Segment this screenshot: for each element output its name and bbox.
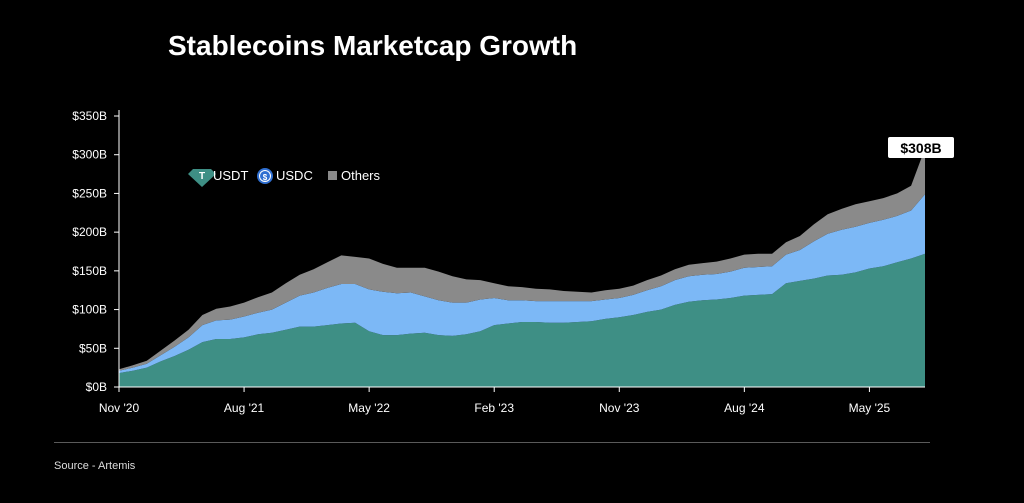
y-tick-label: $100B [72, 303, 107, 317]
y-tick-label: $0B [86, 380, 107, 394]
usdt-icon-glyph: T [199, 171, 205, 182]
y-axis: $0B $50B $100B $150B $200B $250B $300B $350B [72, 109, 120, 394]
y-tick-label: $50B [79, 341, 107, 355]
chart-title: Stablecoins Marketcap Growth [168, 30, 578, 61]
y-tick-label: $300B [72, 148, 107, 162]
legend-label-usdc: USDC [276, 168, 313, 183]
legend-label-usdt: USDT [213, 168, 248, 183]
usdt-legend-icon [188, 169, 216, 187]
x-tick-label: May '22 [348, 401, 390, 415]
footer-divider [54, 442, 930, 443]
x-tick-label: Aug '24 [724, 401, 765, 415]
x-tick-label: Aug '21 [224, 401, 265, 415]
x-tick-label: Nov '20 [99, 401, 140, 415]
legend: T USDT $ USDC Others [188, 168, 381, 187]
source-note: Source - Artemis [54, 460, 136, 472]
total-callout: $308B [888, 137, 954, 158]
area-series-usdc [119, 194, 925, 374]
callout-box [888, 137, 954, 158]
callout-label: $308B [900, 140, 941, 156]
y-tick-label: $350B [72, 109, 107, 123]
others-legend-swatch [328, 171, 337, 180]
usdc-icon-glyph: $ [263, 173, 268, 182]
area-series-others [119, 148, 925, 371]
x-axis: Nov '20 Aug '21 May '22 Feb '23 Nov '23 Aug '… [99, 386, 925, 415]
y-tick-label: $200B [72, 225, 107, 239]
legend-label-others: Others [341, 168, 381, 183]
plot-areas [119, 148, 925, 387]
x-tick-label: Feb '23 [474, 401, 514, 415]
y-tick-label: $150B [72, 264, 107, 278]
area-series-usdt [119, 253, 925, 387]
y-tick-label: $250B [72, 186, 107, 200]
x-tick-label: May '25 [849, 401, 891, 415]
x-tick-label: Nov '23 [599, 401, 640, 415]
